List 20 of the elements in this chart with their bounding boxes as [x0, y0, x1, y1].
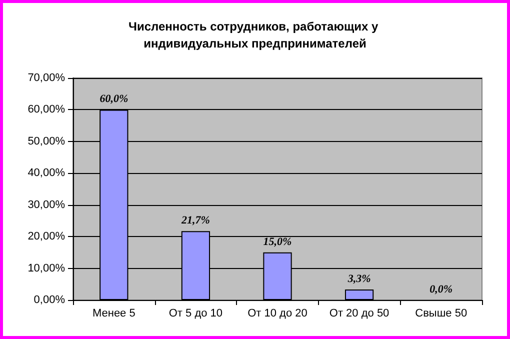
bar [344, 290, 374, 300]
data-label: 3,3% [346, 273, 371, 286]
data-label: 0,0% [430, 284, 453, 296]
y-tick-label: 70,00% [28, 72, 66, 84]
data-label: 60,0% [100, 93, 128, 106]
y-tick-label: 10,00% [28, 262, 66, 274]
y-tick-label: 0,00% [34, 294, 66, 306]
y-tick-label: 60,00% [28, 104, 66, 116]
y-tick-label: 30,00% [28, 198, 66, 211]
y-tick-label: 50,00% [28, 135, 66, 148]
data-label: 21,7% [180, 214, 210, 227]
y-tick-label: 20,00% [28, 230, 66, 243]
x-tick-label: От 20 до 50 [329, 308, 390, 320]
chart-title: Численность сотрудников, работающих у индивидуальных предпринимателей [128, 20, 382, 50]
x-tick-label: Менее 5 [92, 308, 136, 320]
data-label: 15,0% [263, 236, 292, 248]
y-tick-label: 40,00% [28, 167, 66, 180]
x-tick-label: От 10 до 20 [248, 308, 308, 320]
x-tick-label: От 5 до 10 [168, 308, 223, 320]
x-tick-label: Свыше 50 [415, 308, 468, 320]
